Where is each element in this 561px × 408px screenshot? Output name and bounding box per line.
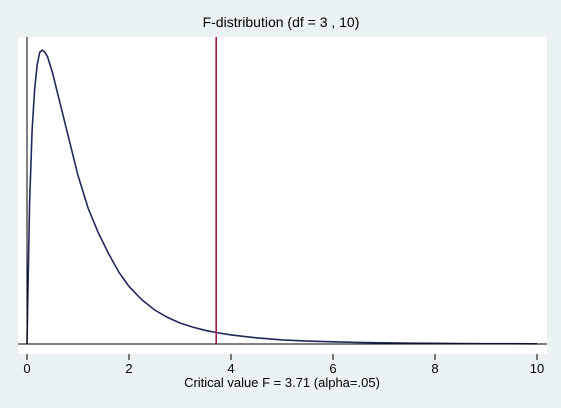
x-tick-label: 2 bbox=[125, 361, 132, 376]
x-tick-label: 8 bbox=[431, 361, 438, 376]
density-curve bbox=[26, 49, 538, 345]
x-axis-ticks: 0 2 4 6 8 10 bbox=[23, 354, 544, 376]
chart-title: F-distribution (df = 3 , 10) bbox=[203, 14, 360, 30]
x-tick-label: 6 bbox=[329, 361, 336, 376]
plot-area bbox=[18, 37, 547, 354]
x-axis-label: Critical value F = 3.71 (alpha=.05) bbox=[184, 375, 380, 390]
x-tick-label: 10 bbox=[530, 361, 544, 376]
x-tick-label: 4 bbox=[227, 361, 234, 376]
x-tick-label: 0 bbox=[23, 361, 30, 376]
